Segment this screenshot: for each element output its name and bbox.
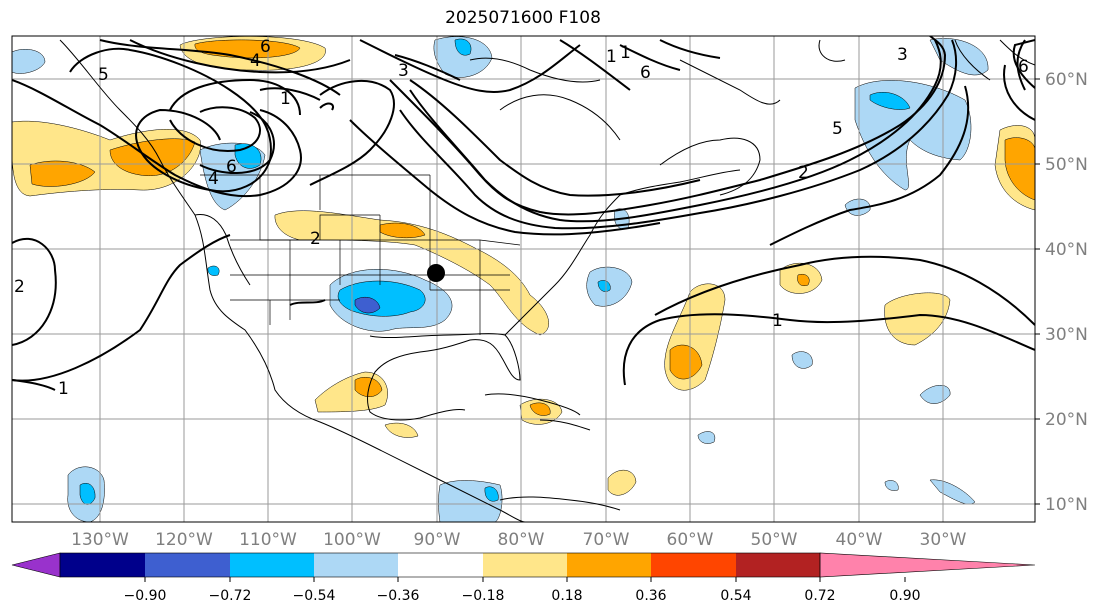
lon-label: 60°W: [667, 530, 714, 550]
contour-label: 6: [640, 63, 651, 83]
colorbar-segment: [60, 553, 145, 577]
lat-labels: 60°N 50°N 40°N 30°N 20°N 10°N: [1045, 70, 1088, 515]
contour-labels: 6 4 5 1 6 4 3 6 2 1 5 3 1 2 6 2 1 1: [14, 37, 1029, 399]
contour-label: 1: [58, 379, 69, 399]
colorbar-tick-label: 0.90: [889, 588, 920, 604]
colorbar-tick-label: −0.72: [209, 588, 252, 604]
lon-label: 110°W: [239, 530, 297, 550]
lon-label: 50°W: [751, 530, 798, 550]
lon-labels: 130°W 120°W 110°W 100°W 90°W 80°W 70°W 6…: [71, 530, 967, 550]
lat-label: 50°N: [1045, 155, 1088, 175]
contour-label: 1: [280, 89, 291, 109]
colorbar-extend-min: [11, 552, 61, 578]
colorbar-segment: [567, 553, 651, 577]
colorbar-tick-label: −0.18: [462, 588, 505, 604]
lon-label: 130°W: [71, 530, 129, 550]
colorbar-segment: [145, 553, 230, 577]
colorbar-ticks: [144, 577, 906, 582]
contour-label: 6: [1018, 57, 1029, 77]
lat-label: 30°N: [1045, 325, 1088, 345]
lon-label: 120°W: [155, 530, 213, 550]
colorbar-tick-label: 0.72: [804, 588, 835, 604]
colorbar-segment: [314, 553, 398, 577]
coastlines: [59, 39, 1035, 522]
lon-label: 100°W: [323, 530, 381, 550]
location-marker: [427, 264, 445, 282]
colorbar-labels: −0.90 −0.72 −0.54 −0.36 −0.18 0.18 0.36 …: [124, 588, 921, 604]
lon-label: 70°W: [583, 530, 630, 550]
colorbar-tick-label: 0.18: [551, 588, 582, 604]
contour-label: 1: [606, 47, 617, 67]
lat-label: 60°N: [1045, 70, 1088, 90]
lat-label: 10°N: [1045, 495, 1088, 515]
contour-label: 4: [208, 169, 219, 189]
shaded-fields: [12, 36, 1035, 522]
contour-label: 1: [772, 311, 783, 331]
lat-axis: [1035, 78, 1040, 505]
contour-label: 1: [620, 43, 631, 63]
contour-lines: [12, 36, 1035, 391]
colorbar-tick-label: 0.36: [635, 588, 666, 604]
colorbar-tick-label: −0.36: [377, 588, 420, 604]
map-frame: [11, 35, 1036, 523]
colorbar-segment: [483, 553, 567, 577]
contour-label: 3: [398, 61, 409, 81]
contour-label: 2: [310, 229, 321, 249]
map-title: 2025071600 F108: [445, 8, 601, 28]
lat-label: 20°N: [1045, 410, 1088, 430]
graticule: [12, 36, 1035, 522]
lat-label: 40°N: [1045, 240, 1088, 260]
lon-label: 30°W: [920, 530, 967, 550]
map-plot-area: 6 4 5 1 6 4 3 6 2 1 5 3 1 2 6 2 1 1: [12, 36, 1035, 522]
contour-label: 6: [226, 157, 237, 177]
contour-label: 4: [250, 51, 261, 71]
state-borders: [200, 174, 521, 335]
contour-label: 2: [14, 277, 25, 297]
contour-label: 6: [260, 37, 271, 57]
colorbar-tick-label: −0.90: [124, 588, 167, 604]
lon-label: 90°W: [414, 530, 461, 550]
colorbar-segment: [230, 553, 314, 577]
contour-label: 3: [897, 45, 908, 65]
colorbar-segment: [398, 553, 483, 577]
colorbar-tick-label: −0.54: [293, 588, 336, 604]
colorbar-extend-max: [819, 552, 1036, 578]
contour-label: 5: [832, 119, 843, 139]
colorbar: [11, 552, 1036, 578]
lon-label: 40°W: [836, 530, 883, 550]
colorbar-tick-label: 0.54: [720, 588, 751, 604]
colorbar-segment: [651, 553, 736, 577]
colorbar-segment: [736, 553, 820, 577]
contour-label: 5: [98, 65, 109, 85]
lon-label: 80°W: [498, 530, 545, 550]
contour-label: 2: [798, 163, 809, 183]
